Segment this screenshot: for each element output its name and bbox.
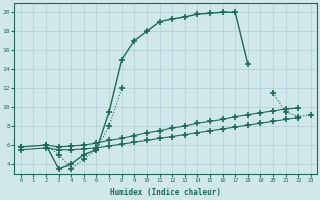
- X-axis label: Humidex (Indice chaleur): Humidex (Indice chaleur): [110, 188, 221, 197]
